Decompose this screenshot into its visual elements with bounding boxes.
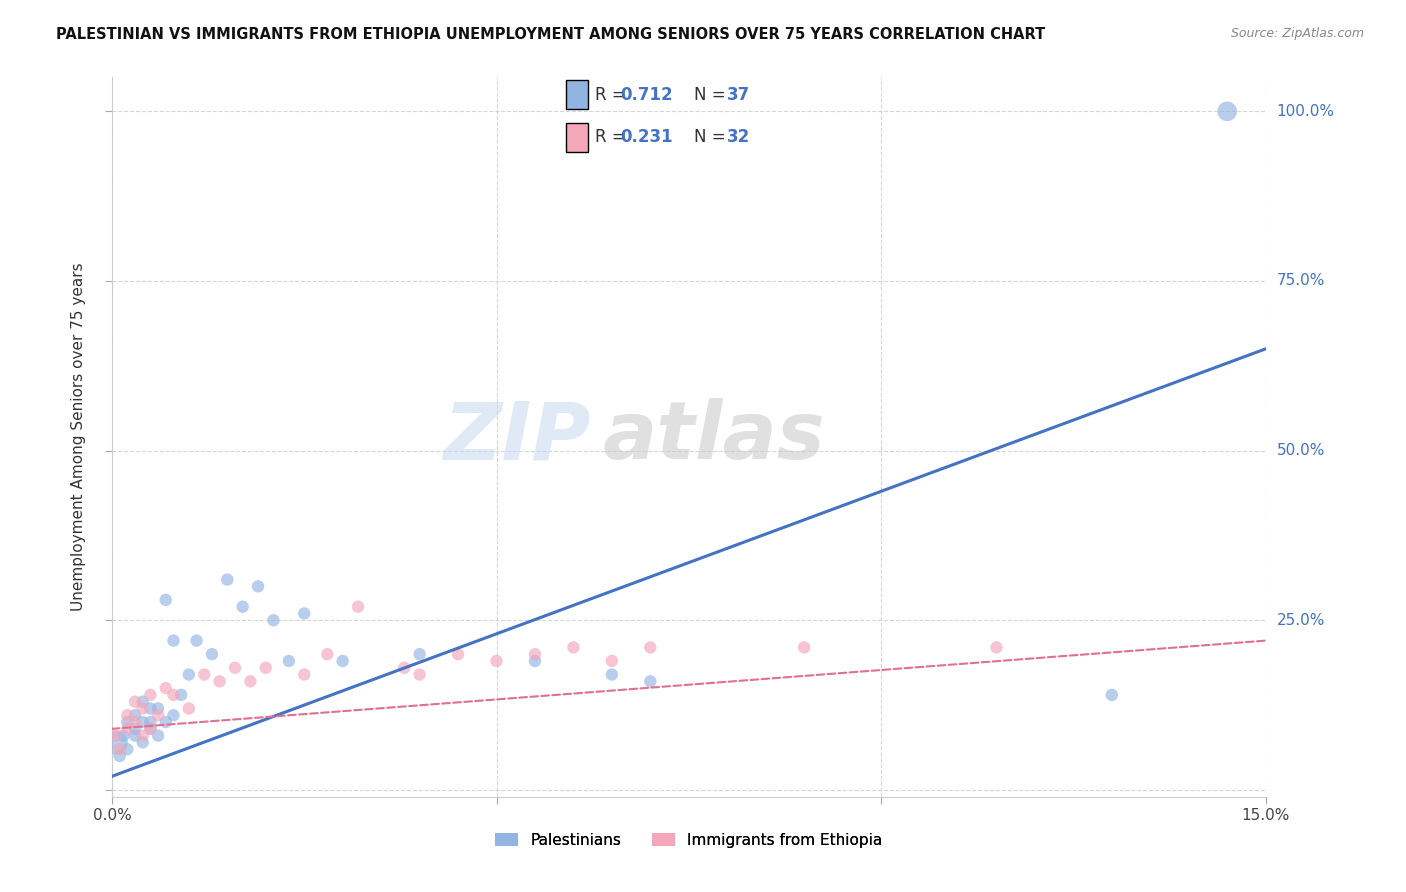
Point [600,654,623,668]
Point [447,647,470,661]
Point [131,695,153,709]
Point [139,714,162,729]
Point [131,701,153,715]
Point [139,688,162,702]
Point [139,701,162,715]
Point [155,714,177,729]
Point [292,667,315,681]
Text: N =: N = [695,128,731,146]
Point [347,599,370,614]
Point [124,695,146,709]
Point [332,654,354,668]
Point [793,640,815,655]
Point [208,674,231,689]
Text: N =: N = [695,86,731,104]
Point [408,667,430,681]
Point [104,735,127,749]
Point [146,701,169,715]
Point [170,688,193,702]
Point [139,722,162,736]
Text: R =: R = [595,86,631,104]
Point [277,654,299,668]
Point [292,607,315,621]
Point [124,729,146,743]
Text: PALESTINIAN VS IMMIGRANTS FROM ETHIOPIA UNEMPLOYMENT AMONG SENIORS OVER 75 YEARS: PALESTINIAN VS IMMIGRANTS FROM ETHIOPIA … [56,27,1046,42]
FancyBboxPatch shape [567,80,588,109]
Point [117,714,139,729]
Text: 0.712: 0.712 [620,86,673,104]
Point [117,722,139,736]
Text: R =: R = [595,128,631,146]
Point [117,742,139,756]
Point [146,708,169,723]
Point [131,729,153,743]
Y-axis label: Unemployment Among Seniors over 75 years: Unemployment Among Seniors over 75 years [72,263,86,611]
Point [186,633,208,648]
Text: 32: 32 [727,128,751,146]
Point [146,729,169,743]
Text: 75.0%: 75.0% [1277,274,1324,288]
Point [1101,688,1123,702]
Point [162,688,184,702]
Point [523,647,546,661]
Point [247,579,270,593]
Text: atlas: atlas [602,398,825,476]
Point [1216,104,1239,119]
Point [108,742,131,756]
Text: 25.0%: 25.0% [1277,613,1324,628]
FancyBboxPatch shape [567,123,588,152]
Point [640,674,662,689]
Point [155,593,177,607]
Legend: Palestinians, Immigrants from Ethiopia: Palestinians, Immigrants from Ethiopia [489,827,889,854]
Text: 37: 37 [727,86,751,104]
Point [600,667,623,681]
Point [232,599,254,614]
Point [239,674,262,689]
Text: 100.0%: 100.0% [1277,103,1334,119]
Text: Source: ZipAtlas.com: Source: ZipAtlas.com [1230,27,1364,40]
Text: 50.0%: 50.0% [1277,443,1324,458]
Point [131,735,153,749]
Point [217,573,239,587]
Point [124,714,146,729]
Point [201,647,224,661]
Point [112,729,135,743]
Point [523,654,546,668]
Point [117,708,139,723]
Point [224,661,246,675]
Point [104,729,127,743]
Point [262,613,284,627]
Point [124,722,146,736]
Point [392,661,415,675]
Point [177,667,200,681]
Text: ZIP: ZIP [443,398,591,476]
Point [177,701,200,715]
Point [408,647,430,661]
Point [139,722,162,736]
Point [162,633,184,648]
Point [162,708,184,723]
Point [124,708,146,723]
Point [155,681,177,695]
Point [316,647,339,661]
Point [640,640,662,655]
Point [562,640,585,655]
Point [108,748,131,763]
Point [986,640,1008,655]
Point [131,714,153,729]
Point [254,661,277,675]
Point [193,667,215,681]
Point [485,654,508,668]
Text: 0.231: 0.231 [620,128,673,146]
